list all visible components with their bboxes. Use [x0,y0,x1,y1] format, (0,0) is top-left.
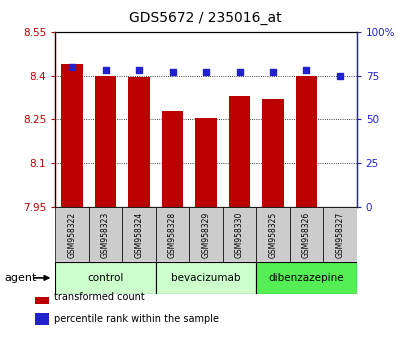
Text: GSM958330: GSM958330 [234,211,243,258]
Text: GSM958327: GSM958327 [335,211,344,258]
Text: GSM958329: GSM958329 [201,211,210,258]
Point [135,68,142,73]
Text: control: control [87,273,124,283]
Text: transformed count: transformed count [54,292,144,302]
Bar [61,64,83,207]
Bar [261,99,283,207]
Bar [55,207,89,262]
Bar [228,96,250,207]
Bar [189,207,222,262]
Bar [161,111,183,207]
Bar [222,207,256,262]
Point [236,69,242,75]
Point [169,69,175,75]
Point [202,69,209,75]
Text: GSM958328: GSM958328 [168,211,177,258]
Bar [256,207,289,262]
Text: GSM958324: GSM958324 [134,211,143,258]
Point [302,68,309,73]
Point [269,69,276,75]
Text: GSM958325: GSM958325 [268,211,277,258]
Bar [128,77,150,207]
Text: GSM958326: GSM958326 [301,211,310,258]
Text: GSM958322: GSM958322 [67,211,76,258]
Bar [322,207,356,262]
Bar [89,207,122,262]
Bar [94,76,116,207]
Bar [122,207,155,262]
Text: bevacizumab: bevacizumab [171,273,240,283]
Bar [295,76,317,207]
Text: agent: agent [4,273,36,283]
Text: percentile rank within the sample: percentile rank within the sample [54,314,219,324]
Text: GSM958323: GSM958323 [101,211,110,258]
Bar [155,207,189,262]
Bar [35,292,49,304]
Point [69,64,75,70]
Bar [289,207,322,262]
Bar [256,262,356,294]
Bar [195,118,216,207]
Text: GDS5672 / 235016_at: GDS5672 / 235016_at [128,11,281,25]
Bar [155,262,256,294]
Point [336,73,342,79]
Point [102,68,109,73]
Bar [35,313,49,325]
Text: dibenzazepine: dibenzazepine [268,273,344,283]
Bar [55,262,155,294]
